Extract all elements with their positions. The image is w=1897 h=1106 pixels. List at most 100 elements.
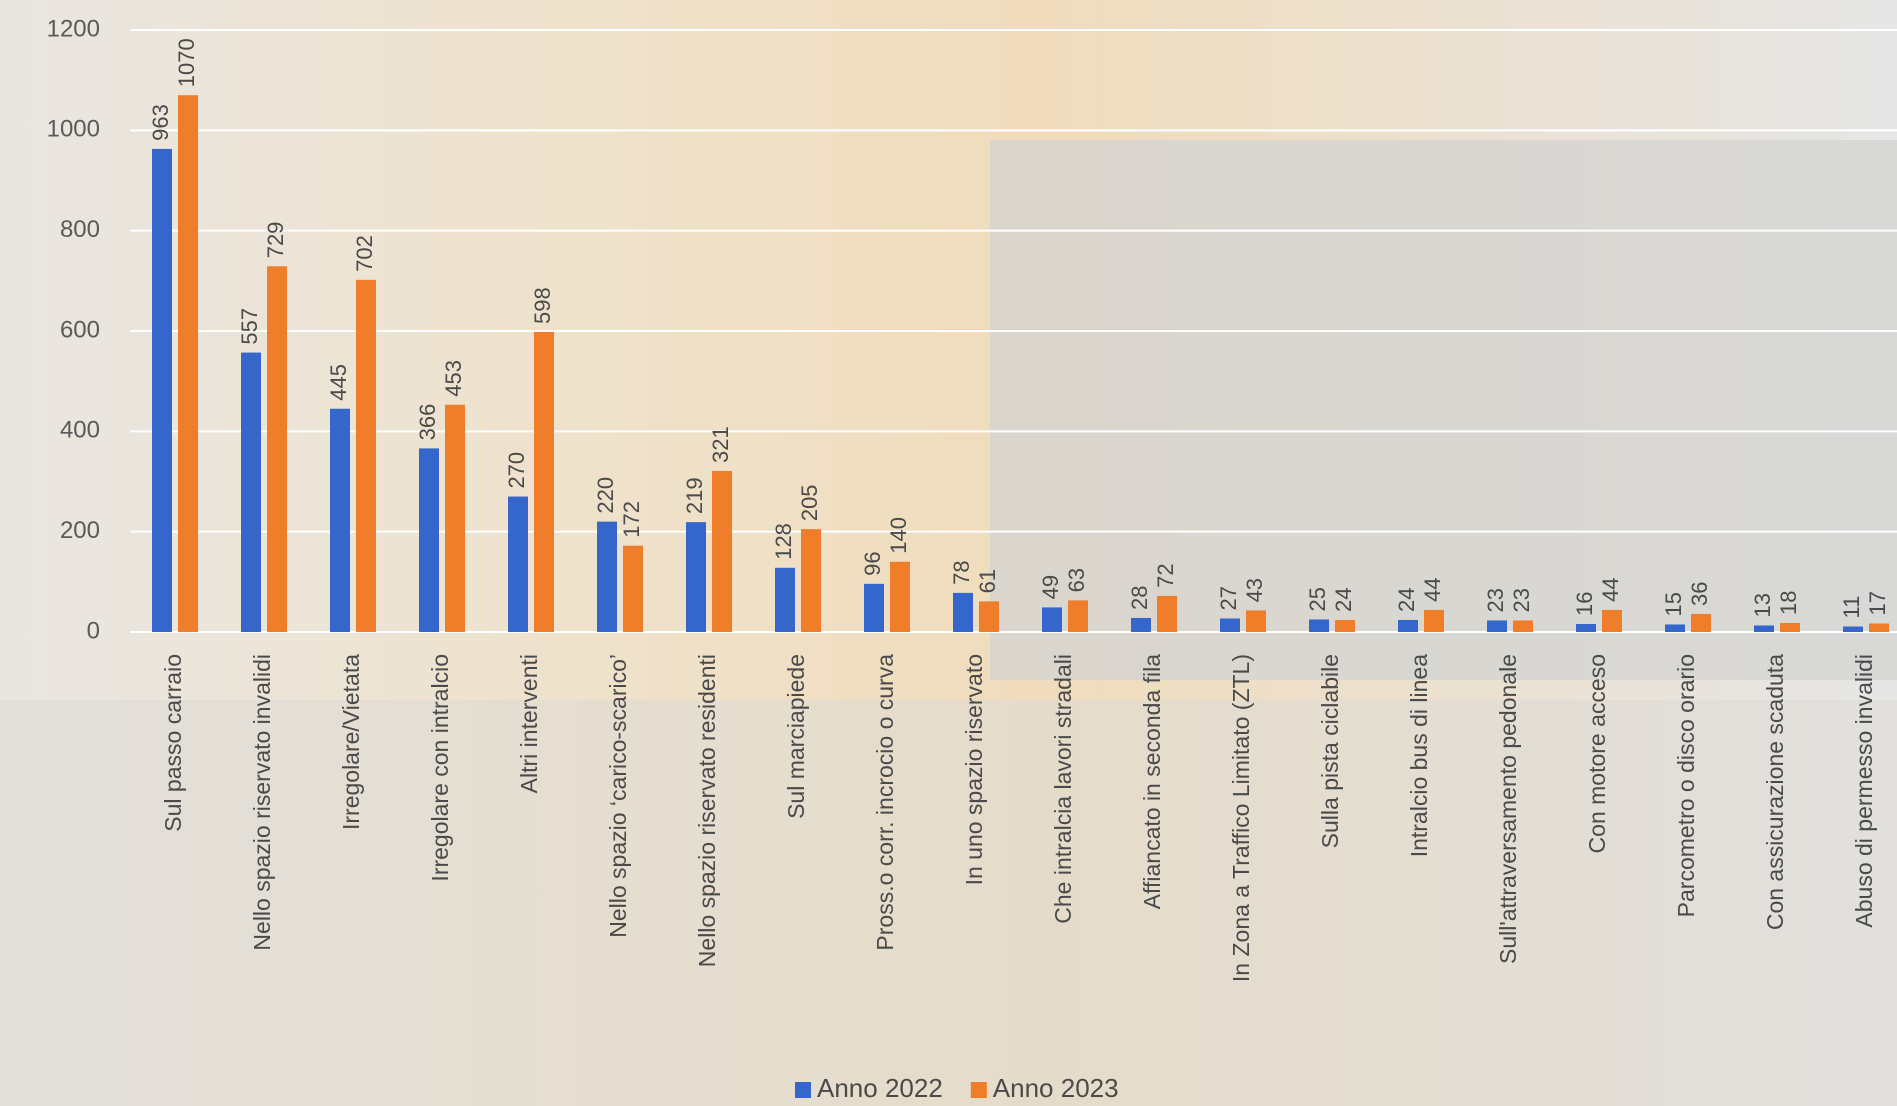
legend-label: Anno 2022	[817, 1073, 943, 1103]
bar	[1691, 613, 1711, 632]
x-tick-label: Nello spazio ‘carico-scarico’	[605, 654, 631, 938]
y-tick-label: 800	[60, 216, 100, 243]
value-label: 63	[1064, 568, 1089, 592]
x-tick-label: Con motore acceso	[1584, 654, 1610, 853]
value-label: 49	[1038, 575, 1063, 599]
bar	[1335, 619, 1355, 632]
value-label: 23	[1483, 588, 1508, 612]
bar	[241, 352, 261, 632]
value-label: 321	[708, 426, 733, 463]
x-tick-label: Parcometro o disco orario	[1673, 654, 1699, 917]
value-label: 11	[1839, 596, 1864, 619]
x-tick-label: Altri interventi	[516, 654, 542, 793]
bar	[1487, 620, 1507, 632]
bar	[152, 148, 172, 632]
value-label: 16	[1572, 591, 1597, 615]
y-tick-label: 600	[60, 316, 100, 343]
x-tick-label: Sul passo carraio	[160, 654, 186, 832]
value-label: 598	[530, 287, 555, 324]
bar	[1131, 617, 1151, 632]
value-label: 24	[1331, 587, 1356, 611]
y-tick-label: 1200	[47, 15, 100, 42]
value-label: 15	[1661, 592, 1686, 616]
y-tick-label: 200	[60, 517, 100, 544]
bar	[1869, 623, 1889, 632]
bar	[686, 522, 706, 632]
bar	[1042, 607, 1062, 632]
bar	[356, 279, 376, 632]
value-label: 219	[682, 477, 707, 514]
value-label: 220	[593, 477, 618, 514]
bar	[534, 332, 554, 632]
x-tick-label: Nello spazio riservato residenti	[694, 654, 720, 967]
value-label: 78	[949, 560, 974, 584]
bar	[801, 529, 821, 632]
bar	[979, 601, 999, 632]
value-label: 72	[1153, 563, 1178, 587]
bar	[1424, 609, 1444, 632]
x-tick-label: Affiancato in seconda fila	[1139, 654, 1165, 910]
bar	[775, 567, 795, 632]
value-label: 729	[263, 222, 288, 259]
x-tick-label: Sul marciapiede	[783, 654, 809, 819]
value-label: 963	[148, 104, 173, 141]
value-label: 23	[1509, 588, 1534, 612]
value-label: 702	[352, 235, 377, 272]
value-label: 61	[975, 569, 1000, 593]
value-label: 36	[1687, 581, 1712, 605]
value-label: 25	[1305, 587, 1330, 611]
value-label: 140	[886, 517, 911, 554]
bar	[597, 521, 617, 632]
bar	[953, 592, 973, 632]
legend-swatch	[795, 1082, 811, 1098]
bar	[1398, 619, 1418, 632]
value-label: 44	[1420, 577, 1445, 601]
value-label: 270	[504, 452, 529, 489]
bar	[419, 448, 439, 632]
bar	[1576, 623, 1596, 632]
value-label: 366	[415, 404, 440, 441]
value-label: 43	[1242, 578, 1267, 602]
bar	[890, 561, 910, 632]
x-tick-label: Intralcio bus di linea	[1406, 654, 1432, 857]
bar	[623, 545, 643, 632]
bar	[1754, 625, 1774, 632]
bar	[178, 95, 198, 632]
value-label: 172	[619, 501, 644, 538]
x-tick-label: Irregolare con intralcio	[427, 654, 453, 882]
bar	[508, 496, 528, 632]
value-label: 453	[441, 360, 466, 397]
bar	[267, 266, 287, 632]
x-tick-label: Irregolare/Vietata	[338, 654, 364, 830]
value-label: 27	[1216, 586, 1241, 610]
value-label: 18	[1776, 590, 1801, 614]
bar	[1220, 618, 1240, 632]
value-label: 557	[237, 308, 262, 345]
x-tick-label: Sull'attraversamento pedonale	[1495, 654, 1521, 964]
legend-swatch	[970, 1082, 987, 1098]
x-tick-label: Pross.o corr. incrocio o curva	[872, 654, 898, 951]
x-tick-label: Abuso di permesso invalidi	[1851, 654, 1877, 928]
bar	[1602, 609, 1622, 632]
x-tick-label: Nello spazio riservato invalidi	[249, 654, 275, 951]
x-tick-label: Che intralcia lavori stradali	[1050, 654, 1076, 924]
bar	[445, 404, 465, 632]
bar	[1068, 600, 1088, 632]
value-label: 445	[326, 364, 351, 401]
value-label: 17	[1865, 591, 1890, 615]
bar	[864, 583, 884, 632]
y-tick-label: 1000	[47, 116, 100, 143]
y-tick-label: 0	[87, 617, 100, 644]
bar	[1843, 626, 1863, 632]
value-label: 28	[1127, 585, 1152, 609]
x-tick-label: In Zona a Traffico Limitato (ZTL)	[1228, 654, 1254, 982]
x-tick-label: Sulla pista ciclabile	[1317, 654, 1343, 848]
bar	[1665, 624, 1685, 632]
bar	[712, 470, 732, 632]
bar	[330, 408, 350, 632]
value-label: 13	[1750, 593, 1775, 617]
value-label: 96	[860, 551, 885, 575]
plot-area: 0 200 400 600 800 1000 1200 Sul passo carraio 96…	[47, 15, 1897, 1103]
value-label: 24	[1394, 587, 1419, 611]
